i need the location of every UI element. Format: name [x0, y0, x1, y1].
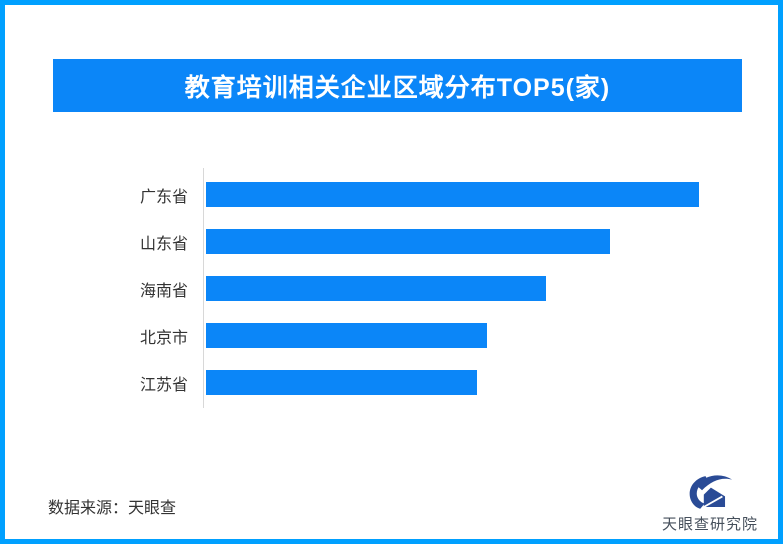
bar	[206, 323, 487, 348]
bar-label: 广东省	[139, 188, 188, 206]
bar-label: 北京市	[139, 329, 188, 347]
bar	[206, 182, 699, 207]
chart-title: 教育培训相关企业区域分布TOP5(家)	[184, 73, 611, 102]
bar-label: 江苏省	[139, 376, 188, 394]
tianyancha-logo-text: 天眼查研究院	[661, 516, 758, 533]
bar-label: 山东省	[139, 235, 188, 253]
bar-chart: 广东省山东省海南省北京市江苏省	[5, 5, 783, 549]
bar-row: 山东省	[40, 218, 750, 265]
tianyancha-logo: 天眼查研究院	[655, 473, 765, 534]
y-axis-line	[203, 168, 204, 408]
bar	[206, 370, 477, 395]
chart-title-banner: 教育培训相关企业区域分布TOP5(家)	[53, 59, 742, 112]
bar-row: 海南省	[40, 265, 750, 312]
bar-row: 广东省	[40, 171, 750, 218]
bar-row: 北京市	[40, 312, 750, 359]
bar-rows: 广东省山东省海南省北京市江苏省	[40, 171, 750, 406]
bar	[206, 276, 546, 301]
bar	[206, 229, 610, 254]
tianyancha-eye-icon	[689, 475, 733, 509]
bar-label: 海南省	[139, 282, 188, 300]
bar-row: 江苏省	[40, 359, 750, 406]
data-source-label: 数据来源：天眼查	[48, 500, 177, 517]
